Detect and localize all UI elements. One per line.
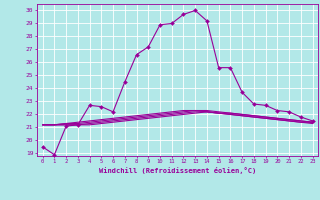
X-axis label: Windchill (Refroidissement éolien,°C): Windchill (Refroidissement éolien,°C) [99, 167, 256, 174]
